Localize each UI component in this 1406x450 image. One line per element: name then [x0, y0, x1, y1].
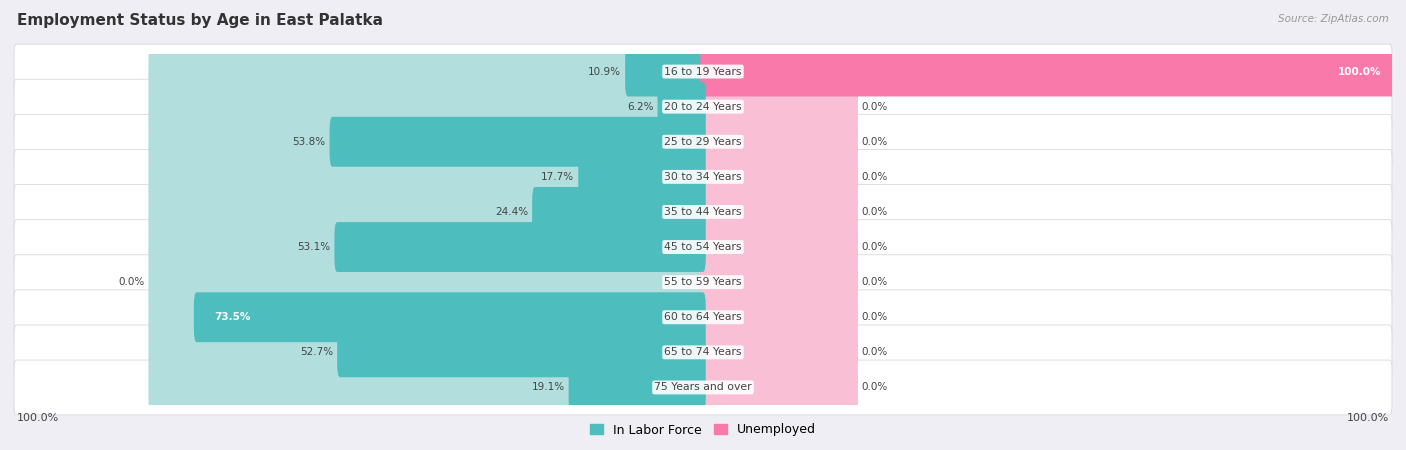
FancyBboxPatch shape: [700, 113, 858, 170]
Text: 60 to 64 Years: 60 to 64 Years: [664, 312, 742, 322]
Text: 75 Years and over: 75 Years and over: [654, 382, 752, 392]
FancyBboxPatch shape: [700, 184, 858, 240]
Text: 73.5%: 73.5%: [214, 312, 250, 322]
FancyBboxPatch shape: [149, 219, 706, 275]
Text: 0.0%: 0.0%: [862, 207, 887, 217]
Text: 6.2%: 6.2%: [627, 102, 654, 112]
FancyBboxPatch shape: [14, 290, 1392, 345]
Text: 0.0%: 0.0%: [862, 312, 887, 322]
Text: 100.0%: 100.0%: [1347, 413, 1389, 423]
Text: 53.1%: 53.1%: [297, 242, 330, 252]
FancyBboxPatch shape: [149, 78, 706, 135]
Text: 30 to 34 Years: 30 to 34 Years: [664, 172, 742, 182]
FancyBboxPatch shape: [700, 43, 858, 100]
FancyBboxPatch shape: [14, 255, 1392, 310]
FancyBboxPatch shape: [14, 184, 1392, 239]
FancyBboxPatch shape: [626, 47, 706, 96]
FancyBboxPatch shape: [14, 149, 1392, 204]
FancyBboxPatch shape: [335, 222, 706, 272]
Text: 20 to 24 Years: 20 to 24 Years: [664, 102, 742, 112]
FancyBboxPatch shape: [14, 44, 1392, 99]
FancyBboxPatch shape: [194, 292, 706, 342]
FancyBboxPatch shape: [14, 360, 1392, 415]
Text: Source: ZipAtlas.com: Source: ZipAtlas.com: [1278, 14, 1389, 23]
FancyBboxPatch shape: [149, 359, 706, 416]
Text: 55 to 59 Years: 55 to 59 Years: [664, 277, 742, 287]
FancyBboxPatch shape: [658, 82, 706, 131]
Text: 0.0%: 0.0%: [862, 137, 887, 147]
Text: 24.4%: 24.4%: [495, 207, 529, 217]
Text: 100.0%: 100.0%: [1339, 67, 1382, 76]
FancyBboxPatch shape: [149, 43, 706, 100]
FancyBboxPatch shape: [337, 328, 706, 377]
Text: 0.0%: 0.0%: [862, 347, 887, 357]
FancyBboxPatch shape: [578, 152, 706, 202]
Text: 0.0%: 0.0%: [862, 172, 887, 182]
FancyBboxPatch shape: [149, 184, 706, 240]
FancyBboxPatch shape: [149, 254, 706, 310]
FancyBboxPatch shape: [14, 325, 1392, 380]
FancyBboxPatch shape: [700, 78, 858, 135]
FancyBboxPatch shape: [329, 117, 706, 166]
FancyBboxPatch shape: [568, 363, 706, 412]
Text: 0.0%: 0.0%: [862, 382, 887, 392]
Text: 25 to 29 Years: 25 to 29 Years: [664, 137, 742, 147]
FancyBboxPatch shape: [700, 219, 858, 275]
FancyBboxPatch shape: [700, 254, 858, 310]
FancyBboxPatch shape: [149, 289, 706, 346]
FancyBboxPatch shape: [700, 148, 858, 205]
FancyBboxPatch shape: [149, 113, 706, 170]
Text: Employment Status by Age in East Palatka: Employment Status by Age in East Palatka: [17, 14, 382, 28]
FancyBboxPatch shape: [149, 324, 706, 381]
FancyBboxPatch shape: [531, 187, 706, 237]
FancyBboxPatch shape: [700, 359, 858, 416]
Text: 0.0%: 0.0%: [862, 277, 887, 287]
Text: 0.0%: 0.0%: [118, 277, 145, 287]
FancyBboxPatch shape: [700, 324, 858, 381]
Text: 16 to 19 Years: 16 to 19 Years: [664, 67, 742, 76]
FancyBboxPatch shape: [14, 220, 1392, 274]
Text: 100.0%: 100.0%: [17, 413, 59, 423]
FancyBboxPatch shape: [14, 114, 1392, 169]
FancyBboxPatch shape: [700, 47, 1395, 96]
Text: 53.8%: 53.8%: [292, 137, 325, 147]
Text: 0.0%: 0.0%: [862, 242, 887, 252]
Text: 17.7%: 17.7%: [541, 172, 574, 182]
Text: 52.7%: 52.7%: [299, 347, 333, 357]
Text: 10.9%: 10.9%: [588, 67, 621, 76]
Text: 0.0%: 0.0%: [862, 102, 887, 112]
FancyBboxPatch shape: [14, 79, 1392, 134]
Text: 65 to 74 Years: 65 to 74 Years: [664, 347, 742, 357]
Text: 45 to 54 Years: 45 to 54 Years: [664, 242, 742, 252]
FancyBboxPatch shape: [149, 148, 706, 205]
Legend: In Labor Force, Unemployed: In Labor Force, Unemployed: [585, 418, 821, 441]
Text: 19.1%: 19.1%: [531, 382, 565, 392]
FancyBboxPatch shape: [700, 289, 858, 346]
Text: 35 to 44 Years: 35 to 44 Years: [664, 207, 742, 217]
